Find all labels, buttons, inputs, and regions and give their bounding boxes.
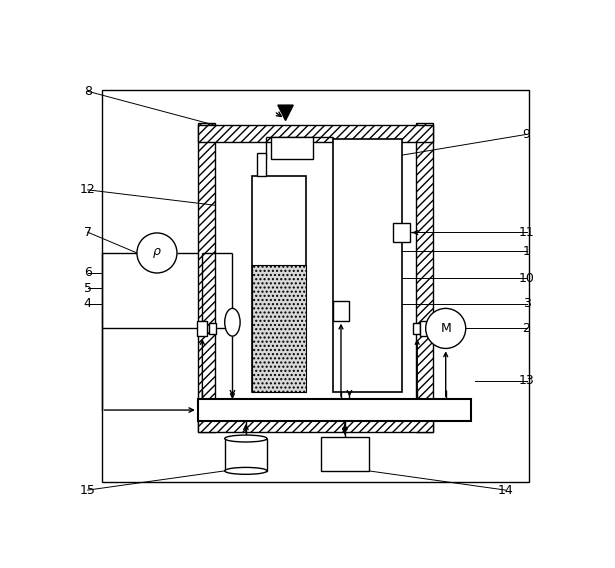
Text: 3: 3 xyxy=(523,297,531,310)
Text: 6: 6 xyxy=(84,266,92,279)
Bar xyxy=(198,125,432,142)
Text: 14: 14 xyxy=(498,483,514,496)
Bar xyxy=(321,437,369,471)
Ellipse shape xyxy=(224,435,267,442)
Bar xyxy=(208,323,216,334)
Circle shape xyxy=(137,233,177,273)
Bar xyxy=(257,153,266,176)
Polygon shape xyxy=(278,105,293,120)
Bar xyxy=(252,176,306,391)
Bar xyxy=(198,123,215,432)
Bar xyxy=(252,265,306,391)
Bar xyxy=(333,302,349,321)
Text: 4: 4 xyxy=(84,297,92,310)
Bar xyxy=(333,139,402,391)
Text: 11: 11 xyxy=(518,225,534,239)
Bar xyxy=(420,321,430,336)
Text: 15: 15 xyxy=(80,483,95,496)
Bar xyxy=(197,321,207,336)
Bar xyxy=(413,323,420,334)
Text: 10: 10 xyxy=(518,272,534,285)
Text: $\rho$: $\rho$ xyxy=(152,246,162,260)
Text: 9: 9 xyxy=(523,128,531,141)
Text: 13: 13 xyxy=(518,374,534,387)
Ellipse shape xyxy=(224,308,240,336)
Text: M: M xyxy=(440,322,451,335)
Circle shape xyxy=(426,308,466,348)
Bar xyxy=(101,90,529,482)
Text: 5: 5 xyxy=(84,282,92,295)
Text: 7: 7 xyxy=(84,225,92,239)
Bar xyxy=(416,123,432,432)
Text: 1: 1 xyxy=(523,245,531,258)
Bar xyxy=(271,137,313,159)
Text: 8: 8 xyxy=(84,85,92,98)
Bar xyxy=(198,415,432,432)
Ellipse shape xyxy=(224,467,267,474)
Text: 2: 2 xyxy=(523,322,531,335)
Bar xyxy=(198,399,471,421)
Text: 12: 12 xyxy=(80,183,95,197)
Bar xyxy=(392,223,410,242)
Bar xyxy=(224,438,267,471)
